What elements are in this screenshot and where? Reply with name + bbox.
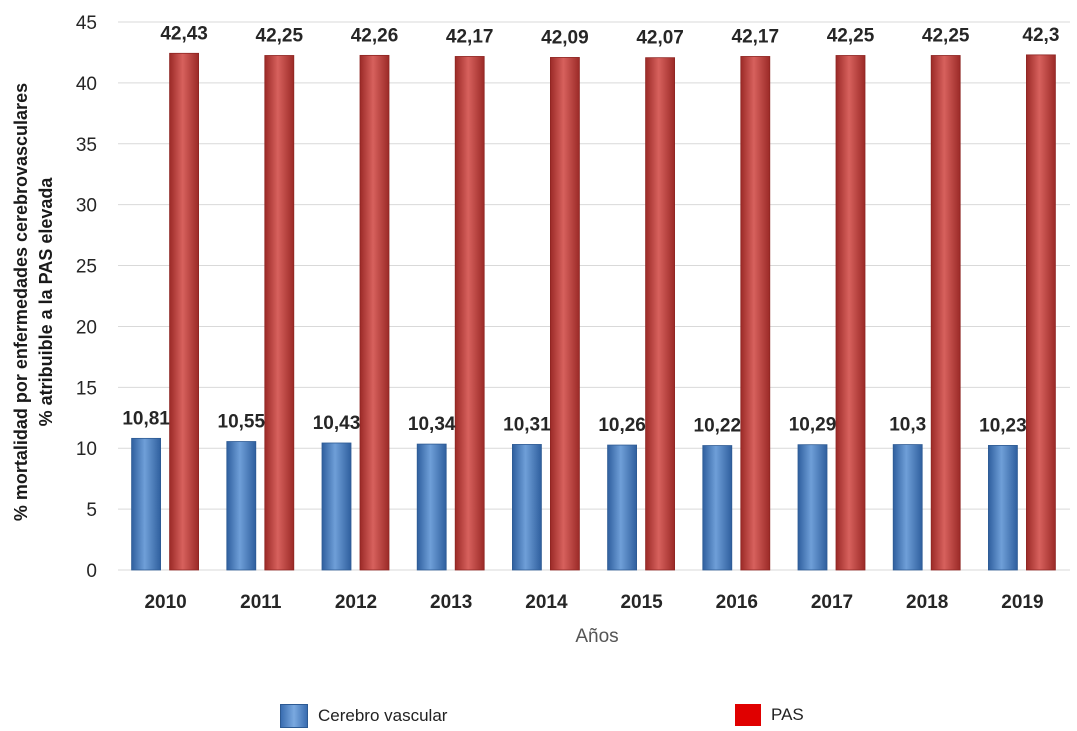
data-label: 10,3 bbox=[889, 415, 926, 436]
data-label: 10,43 bbox=[313, 413, 361, 434]
y-tick-label: 30 bbox=[76, 196, 97, 217]
bar-cerebro-vascular bbox=[797, 444, 828, 571]
x-axis-ticks: 2010 2011 2012 2013 2014 2015 2016 2017 2018 2019 bbox=[144, 592, 1043, 613]
bar-pas bbox=[454, 56, 485, 571]
data-label: 10,29 bbox=[789, 415, 837, 436]
bar-cerebro-vascular bbox=[131, 437, 162, 571]
data-labels: 10,81 42,43 10,55 42,25 10,43 42,26 10,34 42,17… bbox=[122, 23, 1059, 436]
gridlines bbox=[118, 21, 1070, 571]
bar-pas bbox=[359, 54, 390, 571]
data-label: 42,43 bbox=[160, 23, 208, 44]
x-tick-label: 2012 bbox=[335, 592, 377, 613]
data-label: 10,23 bbox=[979, 415, 1027, 436]
legend-item-pas: PAS bbox=[735, 704, 804, 726]
y-tick-label: 15 bbox=[76, 378, 97, 399]
bar-pas bbox=[835, 55, 866, 571]
data-label: 42,17 bbox=[446, 26, 494, 47]
x-tick-label: 2017 bbox=[811, 592, 853, 613]
bar-pas bbox=[264, 55, 295, 571]
x-tick-label: 2013 bbox=[430, 592, 472, 613]
bars bbox=[131, 52, 1056, 571]
y-tick-label: 5 bbox=[86, 500, 97, 521]
x-axis-label: Años bbox=[575, 626, 618, 647]
y-tick-label: 20 bbox=[76, 317, 97, 338]
data-label: 10,55 bbox=[218, 412, 266, 433]
bar-pas bbox=[930, 55, 961, 571]
bar-cerebro-vascular bbox=[892, 444, 923, 571]
bar-cerebro-vascular bbox=[988, 445, 1018, 571]
data-label: 42,25 bbox=[256, 25, 304, 46]
bar-pas bbox=[740, 56, 771, 571]
bar-cerebro-vascular bbox=[226, 441, 257, 571]
bar-pas bbox=[169, 52, 200, 571]
legend-label-cerebro-vascular: Cerebro vascular bbox=[318, 706, 448, 725]
y-tick-label: 25 bbox=[76, 257, 97, 278]
bar-cerebro-vascular bbox=[607, 444, 637, 571]
y-axis-ticks: 0 5 10 15 20 25 30 35 40 45 bbox=[76, 13, 97, 582]
bar-cerebro-vascular bbox=[321, 442, 352, 571]
x-tick-label: 2019 bbox=[1001, 592, 1043, 613]
x-tick-label: 2018 bbox=[906, 592, 948, 613]
x-tick-label: 2014 bbox=[525, 592, 568, 613]
data-label: 42,07 bbox=[636, 28, 684, 49]
x-tick-label: 2011 bbox=[240, 592, 282, 613]
data-label: 10,22 bbox=[694, 416, 742, 437]
legend-swatch-cerebro-vascular bbox=[280, 704, 308, 728]
y-tick-label: 45 bbox=[76, 13, 97, 34]
data-label: 42,26 bbox=[351, 25, 399, 46]
bar-pas bbox=[1026, 54, 1056, 571]
data-label: 10,26 bbox=[598, 415, 646, 436]
data-label: 10,34 bbox=[408, 414, 456, 435]
y-tick-label: 0 bbox=[86, 561, 97, 582]
bar-pas bbox=[550, 57, 580, 571]
legend-item-cerebro-vascular: Cerebro vascular bbox=[280, 704, 447, 728]
y-axis-label-line1: % mortalidad por enfermedades cerebrovas… bbox=[11, 83, 31, 521]
y-tick-label: 40 bbox=[76, 74, 97, 95]
data-label: 42,09 bbox=[541, 27, 589, 48]
bar-cerebro-vascular bbox=[416, 443, 447, 571]
bar-cerebro-vascular bbox=[702, 445, 733, 571]
data-label: 42,17 bbox=[732, 26, 780, 47]
y-axis-label-line2: % atribuible a la PAS elevada bbox=[36, 177, 56, 427]
data-label: 42,25 bbox=[827, 25, 875, 46]
data-label: 10,31 bbox=[503, 414, 551, 435]
bar-pas bbox=[645, 57, 675, 571]
data-label: 42,3 bbox=[1022, 25, 1059, 46]
data-label: 42,25 bbox=[922, 25, 970, 46]
y-tick-label: 35 bbox=[76, 135, 97, 156]
legend-swatch-pas bbox=[735, 704, 761, 726]
data-label: 10,81 bbox=[122, 408, 170, 429]
x-tick-label: 2016 bbox=[716, 592, 758, 613]
x-tick-label: 2010 bbox=[144, 592, 186, 613]
bar-cerebro-vascular bbox=[512, 444, 542, 571]
x-tick-label: 2015 bbox=[620, 592, 663, 613]
legend-label-pas: PAS bbox=[771, 705, 804, 724]
y-tick-label: 10 bbox=[76, 439, 97, 460]
